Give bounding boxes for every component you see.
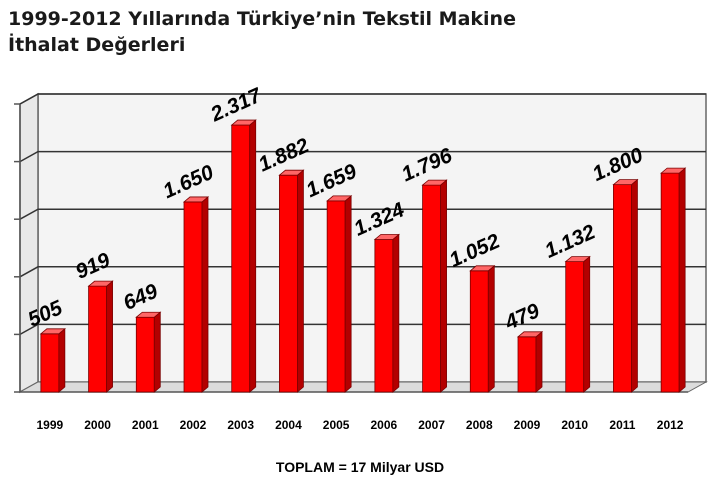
chart-frame [14, 92, 708, 394]
bar-front [469, 270, 489, 393]
bar-2000 [87, 280, 114, 393]
bar-2001 [135, 311, 162, 393]
bar-front [326, 200, 346, 393]
bar-top [182, 196, 210, 203]
bar-front [88, 285, 107, 393]
bar-2012 [660, 167, 687, 393]
bar-side [583, 255, 591, 393]
bar-side [344, 195, 352, 393]
bar-side [631, 178, 638, 393]
bar-front [565, 261, 585, 393]
x-tick-label: 2012 [657, 418, 684, 432]
total-footer: TOPLAM = 17 Milyar USD [275, 459, 445, 475]
bar-side [249, 119, 257, 393]
x-tick-label: 2011 [609, 418, 635, 432]
bar-front [279, 174, 298, 393]
x-tick-label: 2004 [275, 418, 302, 432]
bar-2006 [373, 233, 400, 393]
bar-side [153, 311, 161, 393]
bar-top [230, 119, 257, 126]
gridline [19, 93, 706, 105]
gridline [19, 208, 706, 220]
bar-2011 [612, 178, 639, 393]
x-tick-label: 2005 [323, 418, 350, 432]
x-tick-label: 2007 [418, 418, 445, 432]
gridline [19, 150, 706, 163]
bar-top [135, 311, 162, 318]
bar-side [201, 196, 209, 393]
bar-top [39, 328, 66, 335]
bar-side [106, 280, 113, 393]
bar-top [326, 195, 353, 202]
bar-front [40, 333, 60, 393]
bar-1999 [39, 327, 66, 393]
x-tick-label: 2002 [180, 418, 207, 432]
bar-front [231, 124, 251, 393]
x-tick-label: 2010 [561, 418, 588, 432]
x-tick-label: 2003 [227, 418, 254, 432]
bar-2004 [278, 169, 305, 393]
x-tick-label: 2000 [84, 418, 111, 432]
bar-top [421, 179, 448, 186]
bar-side [392, 233, 400, 393]
bar-side [535, 330, 543, 393]
bar-2005 [326, 195, 353, 393]
x-tick-labels-group: 1999 2000 2001 2002 2003 2004 2005 2006 2007 2008… [37, 418, 684, 432]
chart-title-line2: İthalat Değerleri [8, 34, 186, 56]
x-tick-label: 1999 [37, 418, 64, 432]
bar-front [135, 316, 155, 393]
bars-group [39, 119, 687, 393]
chart-title-line1: 1999-2012 Yıllarında Türkiye’nin Tekstil… [8, 8, 516, 30]
bar-side [58, 327, 66, 393]
bar-front [183, 201, 203, 393]
chart-side-wall [19, 92, 39, 394]
bar-side [297, 169, 304, 393]
bar-front [517, 336, 537, 393]
bar-front [374, 239, 394, 393]
bar-2008 [469, 264, 496, 393]
bar-top [660, 167, 687, 174]
bar-2007 [421, 179, 448, 393]
bar-top [516, 331, 544, 338]
bar-top [87, 280, 114, 287]
chart-floor [18, 381, 708, 393]
bar-top [373, 234, 400, 240]
x-tick-label: 2008 [466, 418, 493, 432]
bar-2003 [230, 119, 257, 393]
bar-front [660, 172, 680, 393]
bar-2009 [516, 330, 544, 393]
bar-side [440, 179, 447, 393]
bar-front [422, 184, 441, 393]
bar-2010 [564, 255, 591, 393]
x-tick-label: 2009 [514, 418, 541, 432]
x-tick-label: 2006 [371, 418, 398, 432]
x-tick-label: 2001 [132, 418, 159, 432]
bar-side [487, 264, 495, 393]
bar-side [678, 167, 686, 393]
bar-2002 [182, 196, 210, 393]
chart-title: 1999-2012 Yıllarında Türkiye’nin Tekstil… [8, 6, 708, 58]
bar-top [564, 256, 591, 262]
bar-top [612, 179, 639, 186]
bar-front [613, 184, 632, 393]
bar-top [278, 169, 305, 176]
bar-top [469, 265, 496, 272]
